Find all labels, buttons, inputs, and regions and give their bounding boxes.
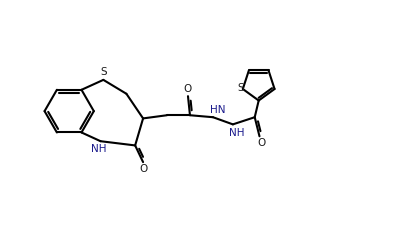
Text: HN: HN xyxy=(210,105,225,115)
Text: O: O xyxy=(184,84,192,94)
Text: NH: NH xyxy=(91,144,107,154)
Text: S: S xyxy=(100,67,107,77)
Text: O: O xyxy=(257,138,265,148)
Text: S: S xyxy=(237,83,244,93)
Text: NH: NH xyxy=(229,128,245,138)
Text: O: O xyxy=(139,164,148,174)
